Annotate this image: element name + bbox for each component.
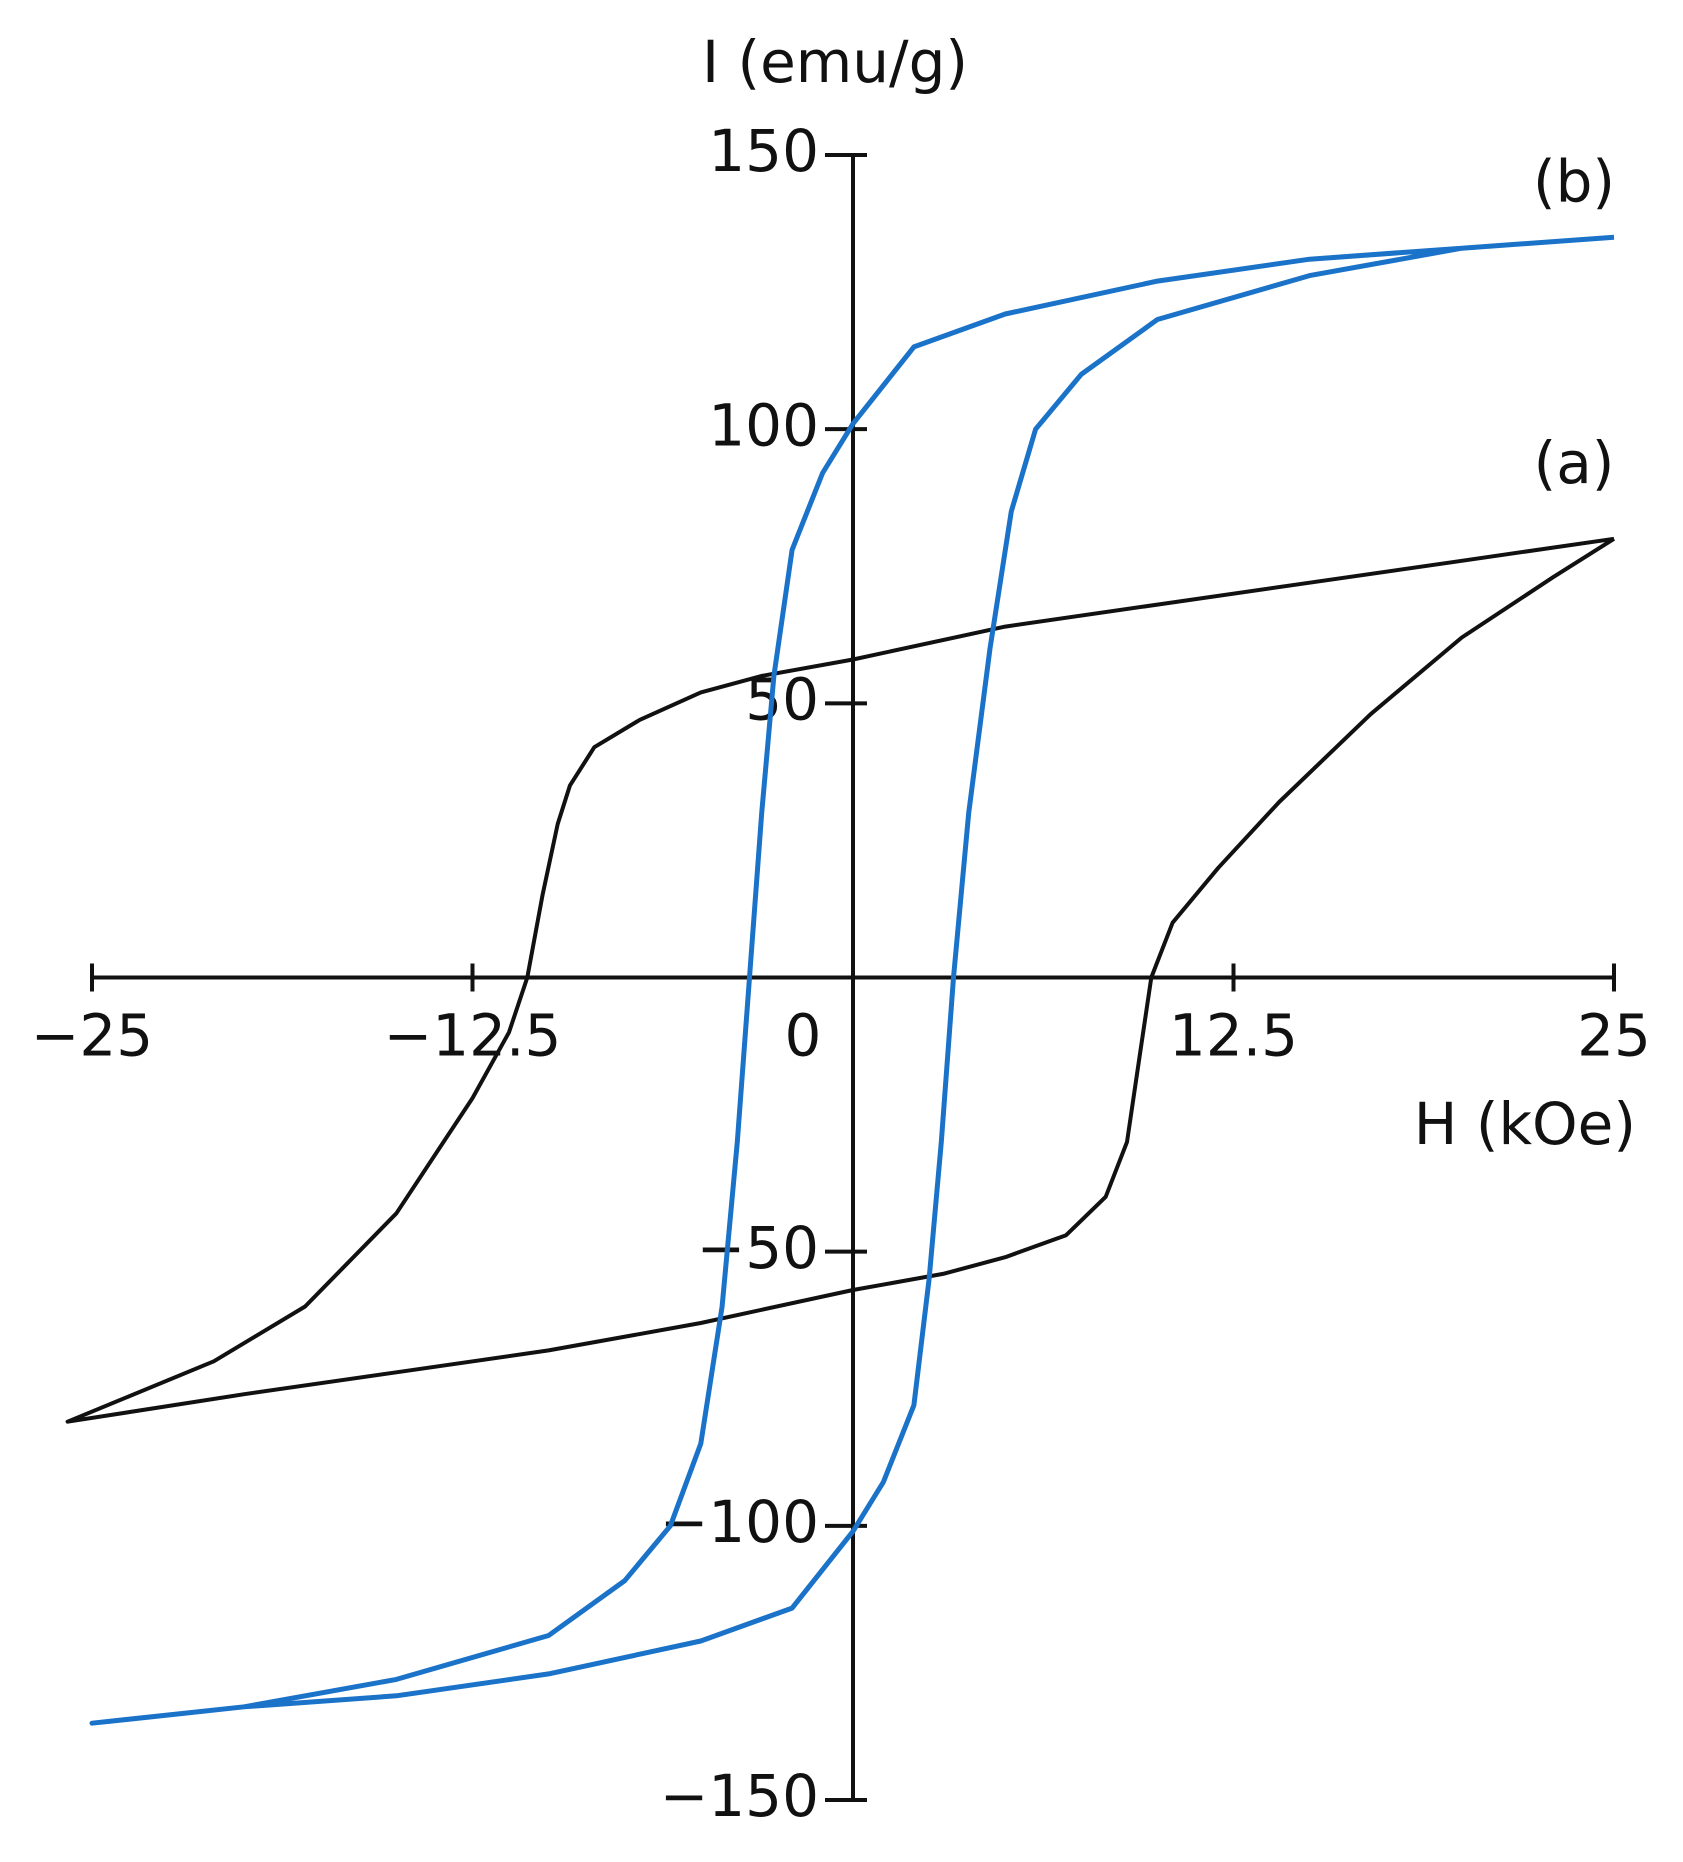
y-tick-label: −150 [660, 1762, 819, 1830]
x-tick-label: 0 [785, 1002, 822, 1070]
x-tick-label: −25 [31, 1002, 153, 1070]
x-tick-label: 25 [1577, 1002, 1651, 1070]
y-axis-label: I (emu/g) [702, 28, 968, 96]
y-tick-label: −100 [660, 1488, 819, 1556]
series-label: (a) [1534, 429, 1615, 497]
y-tick-label: −50 [697, 1214, 819, 1282]
y-tick-label: 150 [708, 117, 819, 185]
x-axis-label: H (kOe) [1414, 1090, 1636, 1158]
x-tick-label: −12.5 [384, 1002, 562, 1070]
series-label: (b) [1533, 147, 1615, 215]
x-tick-label: 12.5 [1169, 1002, 1298, 1070]
y-tick-label: 100 [708, 391, 819, 459]
series-line [65, 536, 1616, 1424]
series-line [89, 234, 1615, 1726]
